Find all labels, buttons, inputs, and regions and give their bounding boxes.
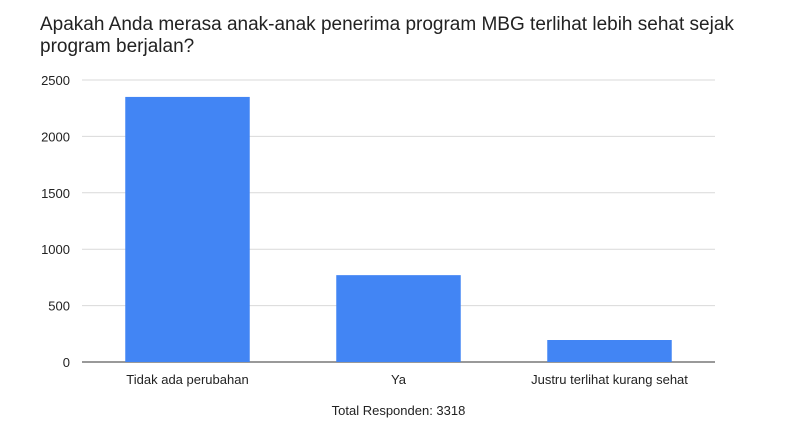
y-tick-label: 1500 (41, 186, 70, 201)
y-tick-label: 2000 (41, 129, 70, 144)
chart-title: Apakah Anda merasa anak-anak penerima pr… (40, 14, 734, 57)
x-category-label: Justru terlihat kurang sehat (531, 372, 688, 387)
bar (336, 275, 461, 362)
x-category-label: Tidak ada perubahan (126, 372, 248, 387)
y-axis-ticks: 0 500 1000 1500 2000 2500 (41, 73, 70, 370)
x-axis-title: Total Responden: 3318 (332, 403, 466, 418)
x-axis-categories: Tidak ada perubahan Ya Justru terlihat kur… (126, 372, 688, 387)
y-tick-label: 500 (48, 299, 70, 314)
y-tick-label: 2500 (41, 73, 70, 88)
y-tick-label: 1000 (41, 242, 70, 257)
bar (125, 96, 250, 363)
y-tick-label: 0 (63, 355, 70, 370)
x-category-label: Ya (391, 372, 407, 387)
bar (547, 340, 672, 362)
bars (125, 96, 672, 363)
